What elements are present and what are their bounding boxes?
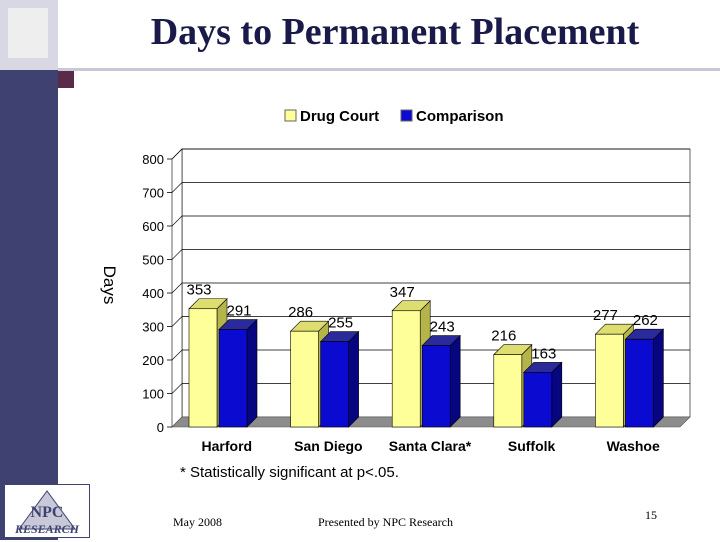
- bar-side-comparison: [653, 328, 664, 428]
- bar-comparison: [218, 329, 248, 428]
- significance-footnote: * Statistically significant at p<.05.: [180, 464, 399, 481]
- y-tick-label: 800: [142, 152, 164, 167]
- y-tick-label: 500: [142, 253, 164, 268]
- y-tick-label: 600: [142, 219, 164, 234]
- npc-research-logo: NPC RESEARCH: [4, 484, 90, 538]
- bar-side-comparison: [551, 361, 563, 428]
- bar-drug-court: [188, 308, 218, 428]
- y-tick-label: 400: [142, 286, 164, 301]
- y-tick-label: 300: [142, 320, 164, 335]
- category-label: San Diego: [294, 438, 362, 454]
- category-label: Suffolk: [508, 438, 556, 454]
- data-label-comparison: 262: [633, 312, 658, 329]
- bar-comparison: [625, 338, 654, 428]
- sidebar-decoration: [0, 0, 58, 540]
- legend-swatch-comparison: [400, 109, 413, 122]
- legend-swatch-drug-court: [284, 109, 297, 122]
- y-axis-title: Days: [100, 266, 119, 305]
- category-label: Harford: [202, 438, 253, 454]
- y-tick-label: 700: [142, 186, 164, 201]
- gridline-side: [171, 249, 183, 260]
- decor-square-1: [8, 8, 48, 58]
- gridline-side: [171, 148, 183, 160]
- category-label: Santa Clara*: [389, 438, 472, 454]
- logo-text-research: RESEARCH: [14, 522, 80, 536]
- footer-date: May 2008: [173, 515, 222, 529]
- bar-comparison: [421, 345, 451, 428]
- bar-comparison: [320, 341, 349, 428]
- gridline-side: [171, 349, 183, 361]
- slide-title: Days to Permanent Placement: [150, 11, 640, 53]
- y-tick-label: 100: [142, 387, 164, 402]
- category-label: Washoe: [607, 438, 660, 454]
- bar-layer: [188, 298, 665, 428]
- title-rule: [58, 68, 720, 71]
- y-tick-label: 200: [142, 353, 164, 368]
- data-label-comparison: 243: [430, 319, 455, 336]
- bar-comparison: [523, 372, 553, 428]
- y-tick-label: 0: [157, 420, 164, 435]
- label-layer: 0 100 200 300 400 500 600 700 800 353 291 Harford 28…: [142, 152, 660, 454]
- footer-page-number: 15: [645, 508, 657, 522]
- logo-text-npc: NPC: [31, 504, 64, 521]
- decor-square-3: [58, 70, 74, 88]
- data-label-drug-court: 353: [186, 282, 211, 299]
- legend-label-drug-court: Drug Court: [300, 108, 379, 125]
- bar-drug-court: [391, 310, 421, 428]
- data-label-comparison: 291: [226, 303, 251, 320]
- title-band: [58, 0, 720, 68]
- data-label-drug-court: 277: [593, 307, 618, 324]
- data-label-drug-court: 216: [491, 328, 516, 345]
- gridline-side: [171, 182, 183, 193]
- data-label-comparison: 255: [328, 315, 353, 332]
- legend-label-comparison: Comparison: [416, 108, 504, 125]
- bar-drug-court: [595, 333, 624, 428]
- bar-drug-court: [290, 330, 319, 428]
- gridline-side: [171, 282, 183, 294]
- bar-drug-court: [493, 354, 523, 428]
- gridline-side: [171, 383, 183, 394]
- data-label-drug-court: 347: [390, 284, 415, 301]
- data-label-comparison: 163: [531, 345, 556, 362]
- gridline-side: [171, 215, 183, 227]
- data-label-drug-court: 286: [288, 304, 313, 321]
- bar-side-comparison: [449, 334, 461, 428]
- bar-side-comparison: [348, 330, 359, 428]
- gridline-side: [171, 316, 183, 327]
- footer-presenter: Presented by NPC Research: [318, 515, 453, 529]
- bar-side-comparison: [246, 318, 258, 428]
